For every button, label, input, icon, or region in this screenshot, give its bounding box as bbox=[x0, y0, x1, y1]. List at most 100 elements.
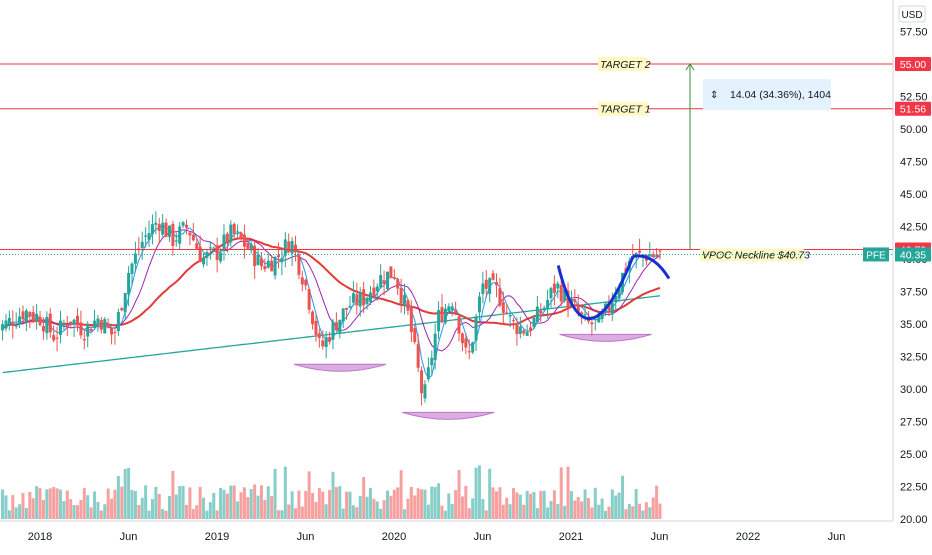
candle-body bbox=[324, 337, 328, 347]
volume-bar bbox=[181, 485, 185, 519]
candle-body bbox=[532, 317, 536, 328]
candle-body bbox=[593, 319, 597, 321]
candle-body bbox=[178, 226, 182, 244]
candle-body bbox=[471, 342, 475, 353]
volume-bar bbox=[481, 498, 485, 519]
volume-bar bbox=[658, 503, 662, 519]
volume-bar bbox=[375, 501, 379, 519]
candle-body bbox=[174, 240, 178, 242]
volume-bar bbox=[253, 484, 257, 519]
y-tick-label: 52.50 bbox=[900, 92, 928, 104]
candle-body bbox=[181, 222, 185, 226]
volume-bar bbox=[382, 500, 386, 519]
volume-bar bbox=[593, 487, 597, 519]
volume-bar bbox=[225, 493, 229, 519]
volume-bar bbox=[447, 493, 451, 519]
candle-body bbox=[522, 330, 526, 334]
volume-bar bbox=[89, 507, 93, 519]
volume-bar bbox=[546, 507, 550, 519]
volume-bar bbox=[167, 495, 171, 519]
handle-curve bbox=[632, 254, 671, 280]
candle-body bbox=[147, 233, 151, 240]
volume-bar bbox=[379, 508, 383, 519]
volume-bar bbox=[195, 505, 199, 519]
candle-body bbox=[334, 322, 338, 331]
volume-bar bbox=[477, 465, 481, 519]
candle-body bbox=[113, 332, 117, 334]
currency-box[interactable] bbox=[898, 5, 926, 23]
candle-body bbox=[55, 337, 59, 339]
candle-body bbox=[287, 241, 291, 253]
volume-bar bbox=[314, 501, 318, 519]
volume-bar bbox=[147, 510, 151, 519]
volume-bar bbox=[317, 488, 321, 519]
candle-body bbox=[437, 310, 441, 332]
candle-body bbox=[188, 232, 192, 236]
volume-bar bbox=[150, 499, 154, 519]
candle-body bbox=[215, 245, 219, 260]
volume-bar bbox=[273, 468, 277, 519]
y-tick-label: 50.00 bbox=[900, 124, 928, 136]
candle-body bbox=[24, 310, 28, 322]
candle-body bbox=[106, 323, 110, 328]
volume-bar bbox=[573, 500, 577, 519]
candle-body bbox=[406, 300, 410, 311]
candle-body bbox=[399, 287, 403, 304]
price-tag bbox=[895, 101, 931, 116]
candle-body bbox=[512, 320, 516, 322]
volume-bar bbox=[525, 490, 529, 519]
candle-body bbox=[358, 292, 362, 307]
volume-bar bbox=[522, 504, 526, 519]
volume-bar bbox=[368, 487, 372, 519]
candle-body bbox=[467, 351, 471, 353]
volume-bar bbox=[604, 510, 608, 519]
volume-bar bbox=[18, 504, 22, 519]
price-axis[interactable]: USD 20.00 22.50 25.00 27.50 30.00 32.50 35.00 37… bbox=[863, 0, 931, 526]
volume-bar bbox=[348, 491, 352, 519]
candle-body bbox=[191, 234, 195, 241]
candle-body bbox=[535, 306, 539, 323]
volume-bar bbox=[58, 489, 62, 519]
volume-bar bbox=[113, 489, 117, 519]
candle-body bbox=[549, 288, 553, 299]
candle-body bbox=[552, 283, 556, 293]
x-tick-label: Jun bbox=[297, 531, 315, 543]
candle-body bbox=[304, 279, 308, 286]
volume-bar bbox=[202, 497, 206, 519]
candle-body bbox=[41, 326, 45, 332]
candle-body bbox=[385, 271, 389, 290]
candle-body bbox=[202, 257, 206, 265]
candle-body bbox=[300, 277, 304, 285]
candle-body bbox=[259, 258, 263, 267]
volume-bar bbox=[365, 496, 369, 519]
volume-bar bbox=[1, 489, 5, 519]
y-tick-label: 25.00 bbox=[900, 449, 928, 461]
candle-body bbox=[450, 306, 454, 310]
ma-200-line bbox=[2, 295, 661, 374]
volume-bar bbox=[266, 486, 270, 519]
volume-bar bbox=[351, 505, 355, 519]
price-tag-label: 55.00 bbox=[900, 59, 926, 71]
volume-bar bbox=[549, 501, 553, 519]
volume-bar bbox=[358, 495, 362, 519]
volume-bar bbox=[590, 507, 594, 519]
candle-body bbox=[82, 338, 86, 341]
volume-bar bbox=[96, 501, 100, 519]
candle-body bbox=[35, 313, 39, 321]
candle-body bbox=[123, 293, 127, 313]
volume-bar bbox=[86, 495, 90, 519]
candle-body bbox=[477, 296, 481, 313]
candle-body bbox=[617, 288, 621, 299]
volume-bar bbox=[103, 504, 107, 519]
time-axis[interactable]: 2018 Jun 2019 Jun 2020 Jun 2021 Jun 2022 Jun bbox=[0, 520, 893, 543]
x-tick-label: Jun bbox=[474, 531, 492, 543]
candle-body bbox=[454, 310, 458, 313]
volume-bar bbox=[276, 510, 280, 519]
volume-bar bbox=[120, 486, 124, 519]
candle-body bbox=[648, 254, 652, 257]
candle-body bbox=[150, 224, 154, 235]
candle-body bbox=[426, 367, 430, 380]
candle-body bbox=[1, 324, 5, 331]
currency-label[interactable]: USD bbox=[901, 10, 922, 21]
